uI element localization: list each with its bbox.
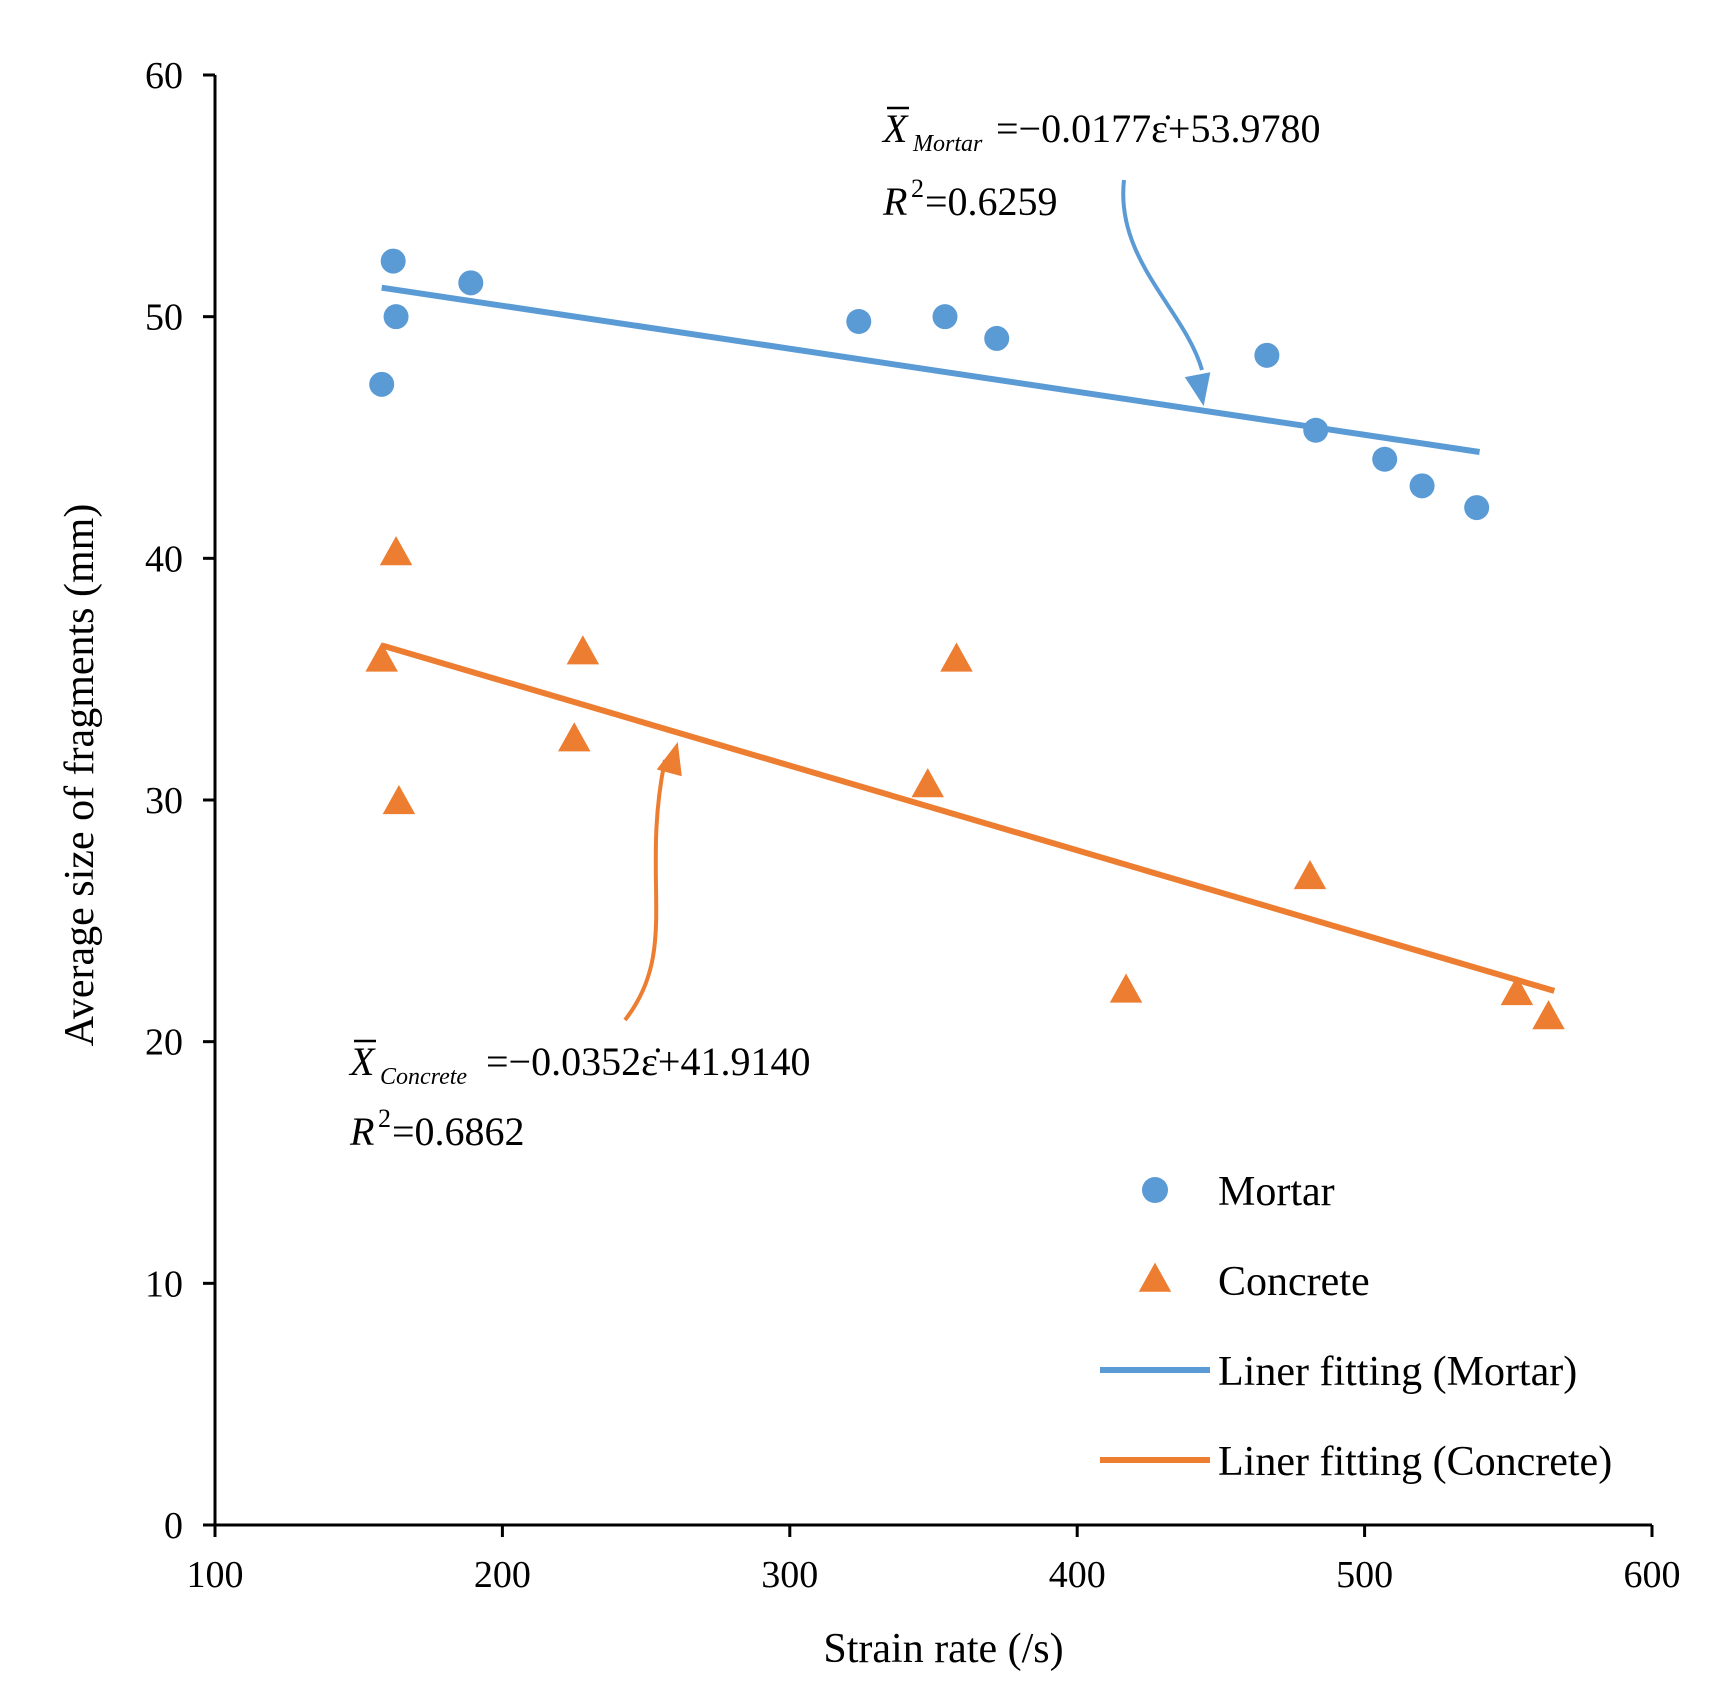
concrete-point bbox=[1293, 859, 1327, 890]
concrete-point bbox=[558, 722, 591, 752]
legend-item: Concrete bbox=[1138, 1259, 1370, 1305]
y-tick-label: 10 bbox=[145, 1263, 183, 1305]
x-tick-label: 300 bbox=[761, 1554, 818, 1596]
legend-label: Liner fitting (Concrete) bbox=[1218, 1439, 1612, 1485]
mortar-point bbox=[1464, 495, 1490, 521]
equation-subscript: Concrete bbox=[380, 1064, 467, 1090]
concrete-point bbox=[940, 642, 973, 672]
r2-value: =0.6862 bbox=[392, 1109, 525, 1154]
x-axis-title: Strain rate (/s) bbox=[823, 1626, 1063, 1672]
mortar-point bbox=[1254, 342, 1280, 368]
concrete-point bbox=[911, 768, 944, 798]
x-tick-label: 200 bbox=[474, 1554, 531, 1596]
legend-label: Concrete bbox=[1218, 1259, 1370, 1305]
arrow-head-icon bbox=[1184, 372, 1211, 407]
x-tick-label: 600 bbox=[1624, 1554, 1681, 1596]
legend-triangle-icon bbox=[1138, 1262, 1172, 1292]
legend-circle-icon bbox=[1142, 1177, 1168, 1203]
mortar-point bbox=[1372, 446, 1398, 472]
mortar-point bbox=[458, 270, 484, 296]
y-tick-label: 40 bbox=[145, 538, 183, 580]
legend-item: Liner fitting (Concrete) bbox=[1100, 1439, 1612, 1485]
annotation-arrow bbox=[623, 759, 667, 1022]
r2-symbol: R bbox=[882, 179, 907, 224]
legend-item: Mortar bbox=[1142, 1169, 1335, 1215]
y-tick-label: 50 bbox=[145, 297, 183, 339]
concrete-point bbox=[382, 785, 416, 815]
x-tick-label: 500 bbox=[1336, 1554, 1393, 1596]
y-tick-label: 20 bbox=[145, 1022, 183, 1064]
concrete-fit-line bbox=[380, 642, 1556, 994]
equation-symbol: X bbox=[348, 1039, 376, 1084]
x-tick-label: 400 bbox=[1049, 1554, 1106, 1596]
mortar-fit-line bbox=[381, 284, 1481, 455]
concrete-point bbox=[566, 635, 600, 665]
equation-symbol: X bbox=[881, 106, 909, 151]
concrete-equation: X Concrete =−0.0352ε̇+41.9140 R 2 =0.6862 bbox=[348, 742, 810, 1154]
data-markers bbox=[365, 248, 1565, 1030]
concrete-point bbox=[379, 536, 413, 566]
equation-body: =−0.0352ε̇+41.9140 bbox=[486, 1039, 810, 1084]
concrete-point bbox=[1109, 973, 1143, 1003]
concrete-point bbox=[1532, 1000, 1565, 1030]
mortar-point bbox=[846, 309, 872, 334]
r2-superscript: 2 bbox=[378, 1104, 391, 1133]
mortar-point bbox=[1409, 473, 1435, 499]
mortar-equation: X Mortar =−0.0177ε̇+53.9780 R 2 =0.6259 bbox=[881, 106, 1320, 407]
y-tick-label: 60 bbox=[145, 55, 183, 97]
legend-item: Liner fitting (Mortar) bbox=[1100, 1349, 1577, 1395]
r2-symbol: R bbox=[349, 1109, 374, 1154]
y-tick-label: 0 bbox=[164, 1505, 183, 1547]
fit-lines bbox=[380, 284, 1556, 994]
arrow-head-icon bbox=[656, 742, 682, 777]
legend-label: Liner fitting (Mortar) bbox=[1218, 1349, 1577, 1395]
annotation-arrow bbox=[1121, 179, 1204, 371]
mortar-point bbox=[1303, 417, 1329, 443]
r2-superscript: 2 bbox=[911, 174, 924, 203]
legend-label: Mortar bbox=[1218, 1169, 1335, 1215]
equation-subscript: Mortar bbox=[912, 131, 983, 157]
legend: Mortar Concrete Liner fitting (Mortar) Line… bbox=[1100, 1169, 1612, 1485]
concrete-point bbox=[1500, 975, 1534, 1006]
mortar-point bbox=[380, 248, 406, 274]
mortar-point bbox=[383, 304, 409, 330]
equation-body: =−0.0177ε̇+53.9780 bbox=[996, 106, 1320, 151]
axes: 100 200 300 400 500 600 0 10 20 30 40 50 60 Strain ra… bbox=[57, 55, 1681, 1672]
y-axis-title: Average size of fragments (mm) bbox=[57, 504, 103, 1047]
mortar-point bbox=[932, 304, 958, 330]
mortar-point bbox=[984, 325, 1010, 351]
mortar-point bbox=[369, 371, 395, 397]
y-tick-label: 30 bbox=[145, 780, 183, 822]
concrete-point bbox=[365, 642, 398, 672]
x-tick-label: 100 bbox=[187, 1554, 244, 1596]
r2-value: =0.6259 bbox=[925, 179, 1058, 224]
